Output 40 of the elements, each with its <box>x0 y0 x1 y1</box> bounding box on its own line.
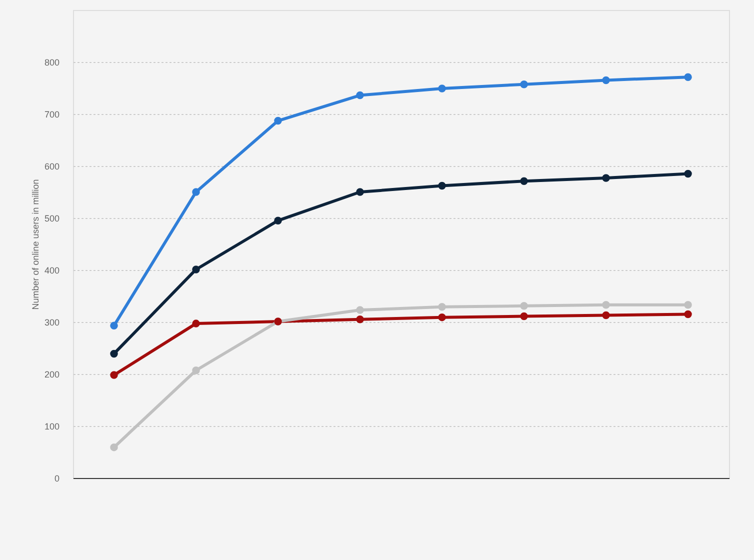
y-tick-label: 400 <box>44 266 60 276</box>
point <box>192 366 200 374</box>
point <box>602 300 610 309</box>
point <box>438 303 446 311</box>
point <box>602 311 610 320</box>
point <box>438 313 446 322</box>
point <box>110 322 118 330</box>
point <box>110 443 118 452</box>
point <box>192 188 200 196</box>
point <box>602 174 610 182</box>
point <box>438 84 446 92</box>
point <box>602 76 610 84</box>
point <box>684 300 692 309</box>
point <box>274 116 282 125</box>
y-tick-label: 0 <box>54 474 60 484</box>
y-axis-title: Number of online users in million <box>30 179 40 310</box>
point <box>684 310 692 318</box>
point <box>520 312 528 320</box>
y-tick-label: 500 <box>44 214 60 224</box>
point <box>520 80 528 88</box>
y-tick-label: 800 <box>44 58 60 68</box>
point <box>110 371 118 379</box>
point <box>684 73 692 81</box>
point <box>684 170 692 178</box>
point <box>274 216 282 224</box>
point <box>192 320 200 328</box>
point <box>356 91 364 100</box>
point <box>438 182 446 190</box>
y-tick-label: 200 <box>44 370 60 380</box>
y-tick-label: 700 <box>44 110 60 120</box>
point <box>110 350 118 358</box>
point <box>520 302 528 310</box>
y-tick-label: 600 <box>44 162 60 172</box>
point <box>356 316 364 324</box>
point <box>356 306 364 314</box>
y-tick-label: 100 <box>44 422 60 432</box>
point <box>192 266 200 274</box>
point <box>520 177 528 185</box>
y-tick-label: 300 <box>44 318 60 328</box>
point <box>356 188 364 196</box>
